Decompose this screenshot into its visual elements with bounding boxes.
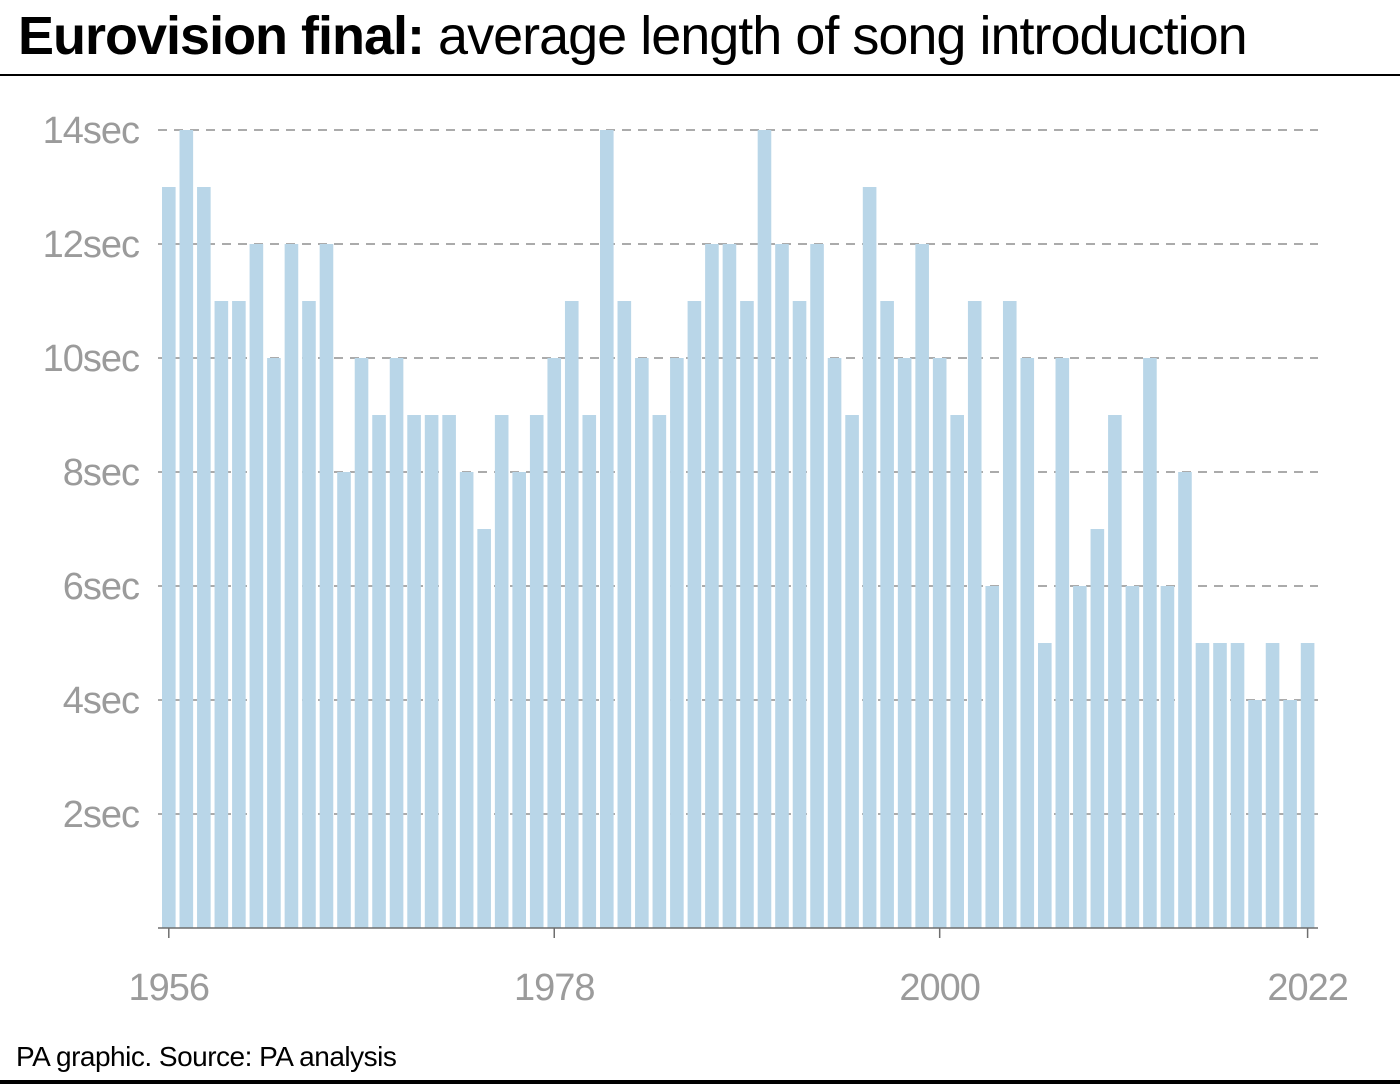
bar [179, 130, 194, 928]
bar [1195, 643, 1210, 928]
bar [547, 358, 562, 928]
chart-title: Eurovision final: average length of song… [18, 4, 1248, 68]
source-note: PA graphic. Source: PA analysis [16, 1041, 397, 1072]
bar [687, 301, 702, 928]
bars [162, 130, 1315, 928]
bar [1300, 643, 1315, 928]
bar [705, 244, 719, 928]
bar [1108, 415, 1122, 928]
bar [670, 358, 684, 928]
bar [617, 301, 632, 928]
title-rule [0, 74, 1400, 76]
bar [1230, 643, 1245, 928]
bar [1178, 472, 1192, 928]
bar [985, 586, 1000, 928]
x-axis: 1956 1978 2000 2022 [129, 927, 1349, 1009]
bar [442, 415, 456, 928]
bar [897, 358, 912, 928]
bar [1038, 643, 1052, 928]
y-tick-label: 10sec [43, 338, 139, 380]
bar [967, 301, 982, 928]
chart-title-rest: average length of song introduction [424, 6, 1248, 66]
bar [232, 301, 246, 928]
bar [372, 415, 386, 928]
bar [564, 301, 579, 928]
bar [810, 244, 824, 928]
bar [494, 415, 509, 928]
bar [407, 415, 421, 928]
y-tick-label: 6sec [63, 566, 139, 608]
chart-title-bold: Eurovision final: [18, 6, 425, 66]
y-axis: 2sec 4sec 6sec 8sec 10sec 12sec 14sec [43, 110, 140, 836]
bar [162, 187, 176, 928]
bar [862, 187, 877, 928]
bar [582, 415, 597, 928]
bar [1002, 301, 1017, 928]
bar [459, 472, 474, 928]
bar [1160, 586, 1175, 928]
bar [1143, 358, 1157, 928]
bar [950, 415, 964, 928]
bar [757, 130, 772, 928]
bar [1213, 643, 1227, 928]
y-tick-label: 2sec [63, 794, 139, 836]
bar [424, 415, 439, 928]
bottom-rule [0, 1080, 1400, 1084]
bar [792, 301, 807, 928]
bar [214, 301, 229, 928]
bar [600, 130, 614, 928]
bar [1020, 358, 1035, 928]
bar [845, 415, 859, 928]
bar [1073, 586, 1087, 928]
y-tick-label: 8sec [63, 452, 139, 494]
bar [722, 244, 737, 928]
y-tick-label: 12sec [43, 224, 139, 266]
bar [302, 301, 316, 928]
bar [1265, 643, 1280, 928]
bar [932, 358, 947, 928]
bar [915, 244, 929, 928]
bar [337, 472, 351, 928]
bar [635, 358, 649, 928]
bar [477, 529, 491, 928]
bar [1055, 358, 1070, 928]
bar [1090, 529, 1105, 928]
y-tick-label: 14sec [43, 110, 139, 152]
bar [267, 358, 281, 928]
bar [1283, 700, 1297, 928]
bar [880, 301, 894, 928]
x-tick-label: 2000 [899, 967, 980, 1009]
bar [197, 187, 211, 928]
x-tick-label: 2022 [1267, 967, 1348, 1009]
x-tick-label: 1956 [129, 967, 210, 1009]
y-tick-label: 4sec [63, 680, 139, 722]
bar [1248, 700, 1262, 928]
bar [529, 415, 544, 928]
bar [740, 301, 754, 928]
gridlines [158, 129, 1318, 815]
bar [827, 358, 842, 928]
bar [512, 472, 526, 928]
bar [354, 358, 369, 928]
bar [775, 244, 789, 928]
x-tick-label: 1978 [514, 967, 595, 1009]
bar [284, 244, 299, 928]
bar [389, 358, 404, 928]
bar [319, 244, 334, 928]
bar [1125, 586, 1140, 928]
bar [652, 415, 667, 928]
bar [249, 244, 264, 928]
